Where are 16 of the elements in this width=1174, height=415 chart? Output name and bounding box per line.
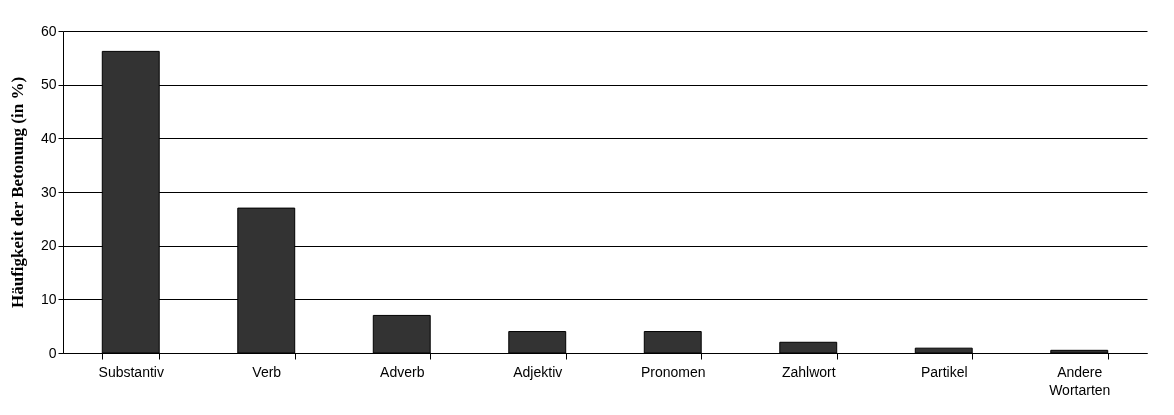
y-tick-label: 30	[40, 183, 57, 200]
y-tick-label: 0	[48, 344, 57, 361]
x-tick-label: Partikel	[920, 363, 968, 380]
x-tick-label: Substantiv	[98, 363, 164, 380]
y-tick-label: 50	[40, 76, 57, 93]
y-tick-label: 20	[40, 237, 57, 254]
x-tick-label: Adverb	[380, 363, 425, 380]
x-tick-label: Verb	[252, 363, 282, 380]
y-axis-title: Häufigkeit der Betonung (in %)	[7, 76, 27, 309]
x-tick-label: Andere Wortarten	[1049, 363, 1111, 398]
x-tick-label: Adjektiv	[513, 363, 563, 380]
y-tick-label: 10	[40, 290, 57, 307]
x-tick-label: Zahlwort	[781, 363, 836, 380]
y-tick-label: 40	[40, 129, 57, 146]
x-tick-label: Pronomen	[640, 363, 706, 380]
y-tick-label: 60	[40, 22, 57, 39]
